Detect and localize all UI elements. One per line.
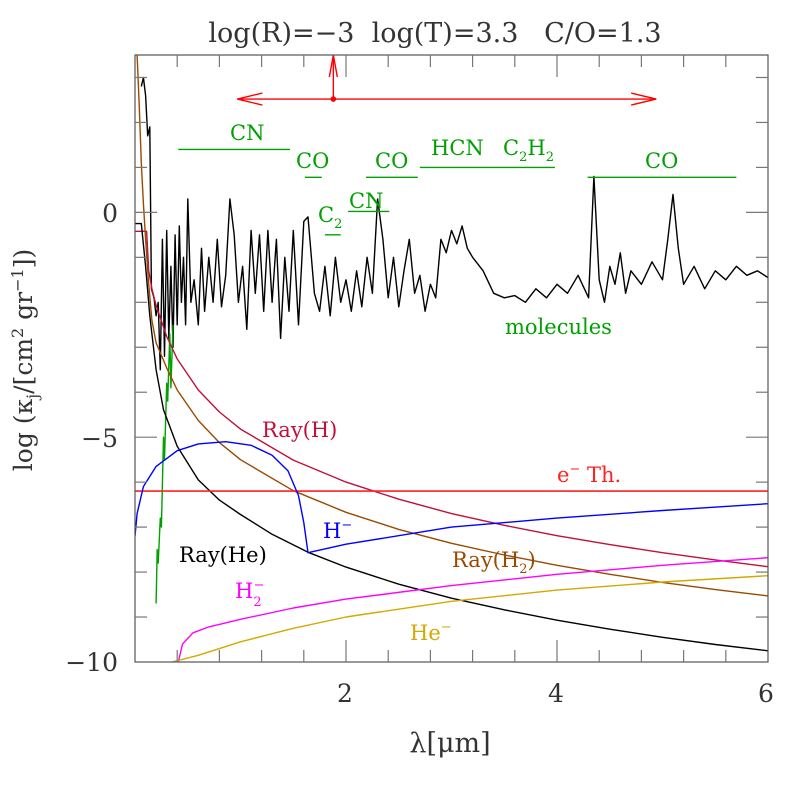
band-label-co: CO — [296, 149, 329, 173]
annotation-arrow — [237, 54, 657, 106]
arrow-marker-dot — [330, 96, 337, 102]
band-label-c2h2: C2H2 — [503, 136, 554, 165]
label-ray-h: Ray(H) — [262, 418, 337, 442]
band-label-c2: C2 — [318, 203, 342, 232]
label-h-minus: H− — [323, 518, 352, 543]
y-tick-label: −5 — [81, 424, 118, 453]
arrowhead-right — [631, 92, 657, 106]
band-label-cn: CN — [230, 121, 264, 145]
curves — [135, 55, 768, 662]
label-molecules: molecules — [505, 315, 612, 339]
plot-frame — [134, 54, 769, 663]
band-markers — [178, 148, 737, 236]
band-label-co: CO — [375, 149, 408, 173]
y-tick-label: 0 — [102, 199, 118, 228]
y-tick-label: −10 — [65, 648, 118, 677]
label-e-th: e− Th. — [557, 462, 621, 487]
label-ray-he: Ray(He) — [179, 543, 267, 567]
chart-title: log(R)=−3 log(T)=3.3 C/O=1.3 — [208, 18, 661, 49]
band-label-cn: CN — [349, 189, 383, 213]
axis-ticks — [135, 55, 768, 662]
band-label-co: CO — [645, 149, 678, 173]
series-ray-he — [135, 222, 768, 652]
label-he-minus: He− — [410, 620, 452, 645]
label-h2-minus: H2− — [235, 578, 265, 610]
series-h2-minus — [177, 557, 768, 662]
series-h-minus — [135, 441, 768, 554]
series-molecules — [140, 76, 768, 371]
label-ray-h2: Ray(H2) — [452, 548, 536, 577]
x-tick-label: 4 — [548, 679, 564, 708]
y-axis-label: log (κj/[cm2 gr−1]) — [8, 249, 42, 471]
band-label-hcn: HCN — [431, 136, 484, 160]
series-ray-h — [135, 230, 768, 568]
arrowhead-left — [237, 92, 263, 106]
x-tick-label: 2 — [337, 679, 353, 708]
x-tick-label: 6 — [758, 679, 774, 708]
x-axis-label: λ[μm] — [409, 728, 490, 759]
series-he-minus — [171, 575, 768, 662]
